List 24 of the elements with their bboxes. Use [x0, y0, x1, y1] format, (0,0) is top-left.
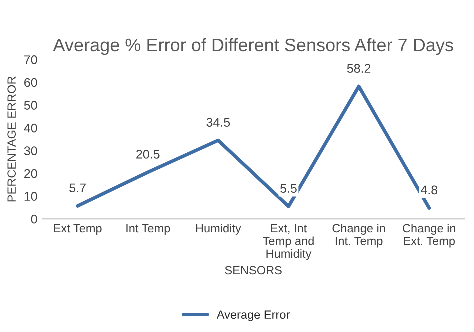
data-label: 20.5	[136, 150, 160, 159]
data-label: 5.5	[280, 184, 297, 194]
data-label: 5.7	[70, 184, 86, 193]
x-tick-label: Humidity	[196, 224, 242, 235]
y-tick-label: 50	[24, 101, 38, 110]
data-label: 58.2	[347, 64, 371, 74]
y-tick-label: 70	[24, 56, 38, 64]
data-label: 4.8	[420, 186, 438, 195]
y-axis-title: PERCENTAGE ERROR	[8, 76, 16, 202]
y-tick-label: 30	[24, 146, 38, 156]
y-tick-label: 0	[31, 214, 38, 224]
x-tick-label: Int Temp	[126, 224, 170, 235]
x-tick-label: Change in Ext. Temp	[403, 224, 456, 248]
x-tick-label: Change in Int. Temp	[332, 224, 386, 248]
x-axis-title: SENSORS	[225, 266, 282, 275]
legend-label: Average Error	[216, 310, 290, 322]
y-tick-label: 10	[24, 192, 38, 202]
x-tick-label: Ext, Int Temp and Humidity	[263, 224, 314, 260]
data-label: 34.5	[206, 118, 230, 127]
y-tick-label: 60	[24, 78, 38, 88]
y-tick-label: 20	[24, 169, 38, 178]
y-tick-label: 40	[24, 124, 38, 133]
chart-title: Average % Error of Different Sensors After 7 Days	[53, 38, 454, 56]
x-tick-label: Ext Temp	[54, 224, 102, 235]
